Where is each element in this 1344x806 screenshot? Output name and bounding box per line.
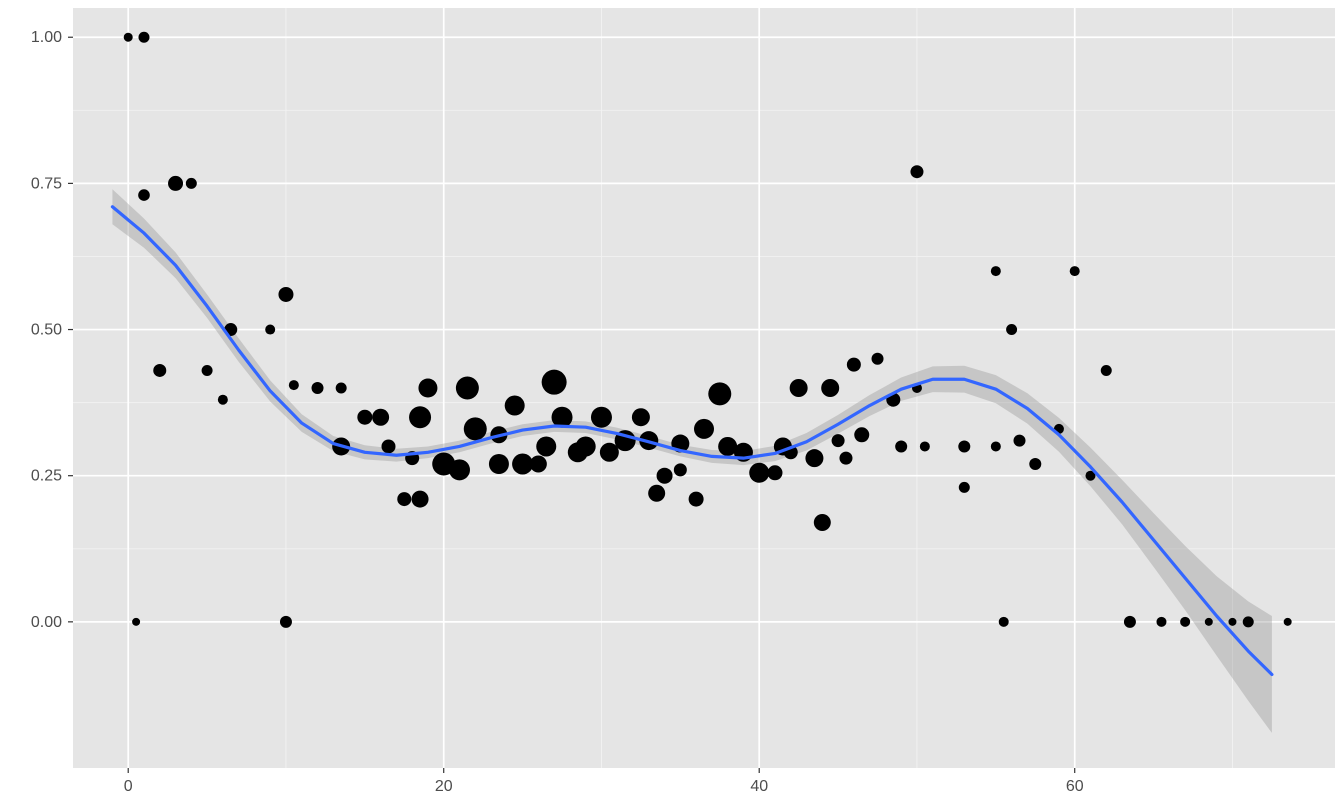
- data-point: [632, 408, 650, 426]
- data-point: [1029, 458, 1041, 470]
- data-point: [202, 365, 213, 376]
- y-tick-label: 0.25: [31, 468, 62, 485]
- data-point: [357, 410, 372, 425]
- data-point: [218, 395, 228, 405]
- data-point: [805, 449, 823, 467]
- data-point: [1284, 618, 1292, 626]
- data-point: [1006, 324, 1017, 335]
- data-point: [832, 434, 845, 447]
- data-point: [749, 463, 769, 483]
- data-point: [674, 463, 687, 476]
- data-point: [854, 427, 869, 442]
- data-point: [542, 370, 567, 395]
- data-point: [872, 353, 884, 365]
- data-point: [124, 33, 133, 42]
- data-point: [814, 514, 831, 531]
- data-point: [449, 459, 470, 480]
- data-point: [657, 468, 673, 484]
- data-point: [689, 492, 704, 507]
- data-point: [278, 287, 293, 302]
- data-point: [920, 441, 930, 451]
- data-point: [1124, 616, 1136, 628]
- data-point: [464, 417, 487, 440]
- data-point: [847, 358, 861, 372]
- data-point: [1101, 365, 1112, 376]
- data-point: [895, 440, 907, 452]
- data-point: [289, 380, 299, 390]
- data-point: [576, 436, 596, 456]
- data-point: [536, 436, 556, 456]
- x-tick-label: 40: [750, 778, 768, 795]
- data-point: [910, 165, 923, 178]
- data-point: [958, 440, 970, 452]
- data-point: [489, 454, 509, 474]
- data-point: [694, 419, 714, 439]
- chart-svg: 0 20 40 60 0.00 0.25 0.50 0.75 1.00: [0, 0, 1344, 806]
- data-point: [168, 176, 183, 191]
- data-point: [138, 189, 150, 201]
- data-point: [382, 439, 396, 453]
- data-point: [1228, 618, 1236, 626]
- scatter-smooth-chart: 0 20 40 60 0.00 0.25 0.50 0.75 1.00: [0, 0, 1344, 806]
- data-point: [505, 396, 525, 416]
- x-tick-label: 60: [1066, 778, 1084, 795]
- y-tick-label: 1.00: [31, 29, 62, 46]
- data-point: [1156, 617, 1166, 627]
- y-tick-label: 0.50: [31, 322, 62, 339]
- data-point: [790, 379, 808, 397]
- data-point: [186, 178, 197, 189]
- data-point: [1180, 617, 1190, 627]
- data-point: [839, 452, 852, 465]
- data-point: [821, 379, 839, 397]
- y-tick-label: 0.75: [31, 175, 62, 192]
- data-point: [1205, 618, 1213, 626]
- data-point: [132, 618, 140, 626]
- x-tick-label: 20: [435, 778, 453, 795]
- data-point: [280, 616, 292, 628]
- data-point: [372, 409, 389, 426]
- data-point: [959, 482, 970, 493]
- data-point: [648, 485, 665, 502]
- data-point: [591, 407, 612, 428]
- data-point: [1014, 435, 1026, 447]
- data-point: [767, 465, 782, 480]
- data-point: [708, 382, 731, 405]
- data-point: [397, 492, 411, 506]
- data-point: [138, 32, 149, 43]
- data-point: [312, 382, 324, 394]
- data-point: [456, 377, 479, 400]
- data-point: [409, 406, 431, 428]
- data-point: [336, 383, 347, 394]
- data-point: [991, 441, 1001, 451]
- data-point: [999, 617, 1009, 627]
- data-point: [1070, 266, 1080, 276]
- data-point: [265, 325, 275, 335]
- data-point: [418, 379, 437, 398]
- data-point: [991, 266, 1001, 276]
- data-point: [153, 364, 166, 377]
- data-point: [530, 456, 547, 473]
- y-tick-label: 0.00: [31, 614, 62, 631]
- data-point: [1243, 616, 1254, 627]
- data-point: [412, 491, 429, 508]
- x-tick-label: 0: [124, 778, 133, 795]
